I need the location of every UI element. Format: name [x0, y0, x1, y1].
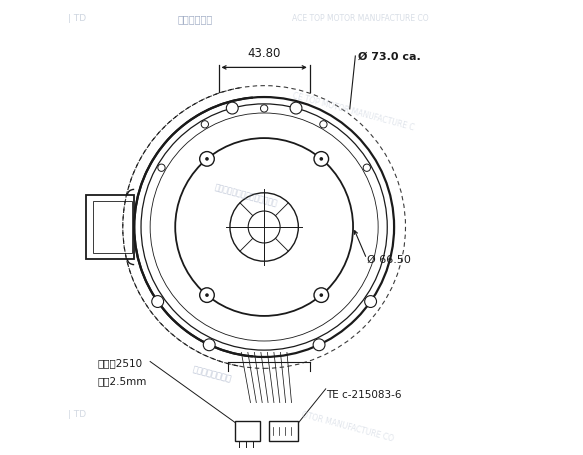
Text: 深圳市万至达电机: 深圳市万至达电机: [191, 364, 232, 383]
Bar: [93, 201, 132, 254]
Text: CE TOP MOTOR MANUFACTURE C: CE TOP MOTOR MANUFACTURE C: [292, 91, 415, 132]
Text: OTOR MANUFACTURE CO: OTOR MANUFACTURE CO: [301, 410, 395, 443]
Circle shape: [205, 293, 209, 297]
Circle shape: [203, 339, 215, 351]
Circle shape: [201, 121, 209, 129]
Circle shape: [319, 158, 323, 162]
Bar: [269, 421, 298, 441]
Text: Ø 66.50: Ø 66.50: [367, 254, 410, 264]
Text: 深圳市万至达: 深圳市万至达: [177, 14, 213, 24]
Circle shape: [365, 296, 377, 308]
Bar: [234, 421, 259, 441]
Circle shape: [314, 288, 329, 303]
Bar: [86, 196, 134, 259]
Circle shape: [319, 121, 327, 129]
Circle shape: [261, 106, 268, 113]
Text: | TD: | TD: [68, 14, 86, 23]
Text: | TD: | TD: [68, 410, 86, 419]
Text: ACE TOP MOTOR MANUFACTURE CO: ACE TOP MOTOR MANUFACTURE CO: [292, 14, 428, 23]
Text: 43.80: 43.80: [247, 47, 281, 60]
Text: 深圳市万至达电机制造有限公司: 深圳市万至达电机制造有限公司: [214, 182, 279, 207]
Circle shape: [290, 103, 302, 115]
Text: 间敵2.5mm: 间敵2.5mm: [98, 375, 147, 385]
Text: 连接器2510: 连接器2510: [98, 357, 143, 367]
Circle shape: [200, 288, 215, 303]
Circle shape: [226, 103, 238, 115]
Circle shape: [314, 152, 329, 167]
Circle shape: [363, 165, 370, 172]
Text: TE c-215083-6: TE c-215083-6: [326, 389, 401, 399]
Circle shape: [319, 293, 323, 297]
Circle shape: [200, 152, 215, 167]
Text: Ø 73.0 ca.: Ø 73.0 ca.: [357, 52, 420, 62]
Circle shape: [152, 296, 164, 308]
Circle shape: [205, 158, 209, 162]
Circle shape: [313, 339, 325, 351]
Circle shape: [158, 165, 165, 172]
